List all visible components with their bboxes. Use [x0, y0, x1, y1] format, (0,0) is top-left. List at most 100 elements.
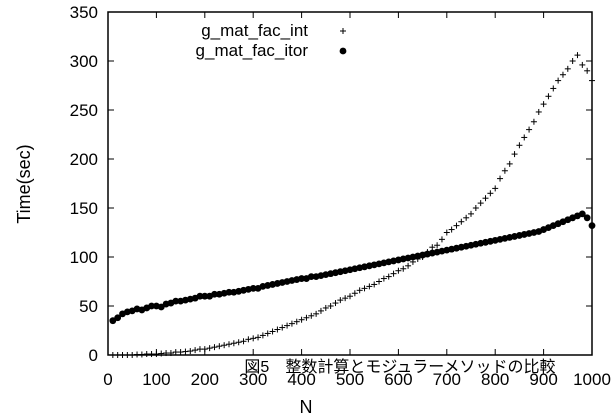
- data-point-plus: [167, 350, 174, 357]
- series-g_mat_fac_itor: [109, 210, 596, 325]
- data-point-plus: [535, 108, 542, 115]
- tick-labels: 0 100 200 300 400 500 600 700 800 900 1000 0 50 100 15…: [70, 3, 611, 389]
- data-point-dot: [196, 292, 204, 300]
- series-g_mat_fac_int: [109, 52, 595, 358]
- data-point-plus: [221, 342, 228, 349]
- data-point-plus: [313, 310, 320, 317]
- data-point-dot: [201, 292, 209, 300]
- data-point-plus: [337, 297, 344, 304]
- data-point-plus: [390, 270, 397, 277]
- data-point-plus: [545, 93, 552, 100]
- x-tick-label: 400: [287, 370, 315, 389]
- data-point-dot: [583, 214, 591, 222]
- data-point-plus: [187, 348, 194, 355]
- data-point-plus: [356, 287, 363, 294]
- y-tick-label: 200: [70, 150, 98, 169]
- data-point-plus: [226, 341, 232, 348]
- x-tick-label: 1000: [573, 370, 611, 389]
- x-tick-label: 800: [481, 370, 509, 389]
- x-tick-label: 300: [239, 370, 267, 389]
- data-point-plus: [230, 340, 237, 347]
- data-point-plus: [438, 236, 445, 243]
- data-point-plus: [240, 338, 247, 345]
- x-tick-label: 500: [336, 370, 364, 389]
- data-point-plus: [497, 175, 504, 182]
- y-tick-label: 350: [70, 3, 98, 22]
- data-point-plus: [371, 281, 378, 288]
- data-point-plus: [579, 61, 586, 68]
- data-point-plus: [472, 205, 479, 211]
- data-point-plus: [317, 307, 324, 314]
- data-point-plus: [550, 85, 557, 92]
- data-point-dot: [225, 288, 233, 296]
- data-point-plus: [216, 343, 223, 350]
- data-point-plus: [400, 265, 407, 272]
- data-point-plus: [530, 118, 537, 125]
- data-point-plus: [376, 278, 383, 285]
- data-marks: [109, 52, 596, 358]
- data-point-plus: [434, 242, 441, 249]
- data-point-plus: [458, 218, 465, 225]
- y-tick-label: 0: [89, 346, 98, 365]
- data-point-plus: [255, 334, 262, 341]
- data-point-plus: [264, 330, 271, 337]
- data-point-plus: [245, 336, 252, 343]
- data-point-plus: [250, 335, 257, 342]
- y-tick-label: 150: [70, 199, 98, 218]
- legend-label-itor: g_mat_fac_itor: [196, 41, 309, 60]
- data-point-plus: [259, 332, 266, 339]
- x-tick-label: 700: [433, 370, 461, 389]
- y-tick-label: 300: [70, 52, 98, 71]
- data-point-plus: [584, 67, 591, 74]
- data-point-plus: [279, 324, 286, 331]
- data-point-plus: [192, 347, 199, 354]
- x-tick-label: 100: [142, 370, 170, 389]
- data-point-dot: [249, 284, 257, 292]
- data-point-plus: [327, 303, 334, 309]
- data-point-plus: [366, 283, 373, 290]
- data-point-dot: [298, 275, 305, 282]
- data-point-plus: [332, 300, 339, 307]
- data-point-plus: [492, 185, 499, 192]
- data-point-dot: [114, 314, 122, 322]
- data-point-plus: [487, 190, 494, 197]
- data-point-plus: [574, 52, 581, 59]
- x-tick-label: 900: [529, 370, 557, 389]
- data-point-plus: [322, 304, 329, 311]
- data-point-dot: [307, 273, 315, 280]
- data-point-dot: [578, 210, 586, 218]
- data-point-plus: [347, 293, 353, 300]
- legend: g_mat_fac_int g_mat_fac_itor: [196, 21, 347, 60]
- data-point-dot: [211, 290, 218, 298]
- y-axis-label: Time(sec): [14, 144, 34, 223]
- data-point-dot: [172, 297, 180, 305]
- data-point-plus: [468, 210, 474, 217]
- figure-caption: 図5 整数計算とモジュラーメソッドの比較: [244, 357, 555, 376]
- data-point-plus: [395, 267, 402, 274]
- data-point-plus: [235, 339, 242, 346]
- data-point-plus: [526, 126, 533, 133]
- legend-marker-itor: [339, 47, 347, 55]
- data-point-plus: [506, 160, 513, 167]
- legend-plus-mark: [340, 28, 346, 34]
- data-point-plus: [511, 151, 518, 158]
- data-point-plus: [288, 320, 295, 327]
- data-point-plus: [293, 318, 300, 325]
- data-point-plus: [429, 244, 436, 251]
- data-point-plus: [405, 262, 412, 269]
- x-tick-label: 0: [103, 370, 112, 389]
- data-point-plus: [284, 322, 291, 329]
- data-point-plus: [385, 273, 392, 280]
- data-point-plus: [555, 77, 562, 84]
- y-tick-label: 100: [70, 248, 98, 267]
- data-point-plus: [482, 195, 489, 202]
- data-point-plus: [269, 328, 276, 335]
- data-point-plus: [206, 345, 213, 352]
- data-point-plus: [380, 275, 387, 282]
- data-point-plus: [361, 285, 368, 292]
- data-point-plus: [501, 167, 508, 174]
- data-point-plus: [443, 229, 450, 236]
- data-point-plus: [564, 65, 571, 72]
- data-point-plus: [303, 314, 310, 321]
